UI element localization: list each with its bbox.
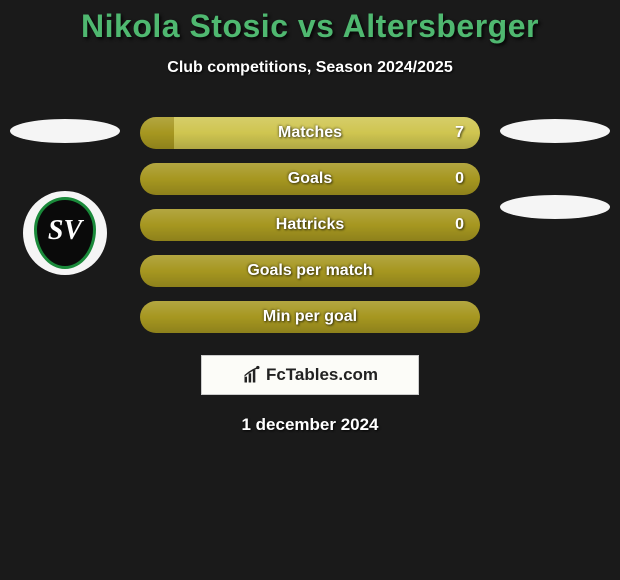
player2-club-pill xyxy=(500,195,610,219)
left-column: SV xyxy=(0,117,140,395)
stat-row: Matches 7 xyxy=(140,117,480,149)
logo-text: FcTables.com xyxy=(266,365,378,385)
player1-name-pill xyxy=(10,119,120,143)
stat-label: Goals per match xyxy=(247,262,372,280)
badge-text: SV xyxy=(48,215,82,247)
source-logo[interactable]: FcTables.com xyxy=(201,355,419,395)
stat-label: Hattricks xyxy=(276,216,344,234)
chart-icon xyxy=(242,365,262,385)
stat-label: Goals xyxy=(288,170,332,188)
player1-club-badge: SV xyxy=(23,191,107,275)
player2-name-pill xyxy=(500,119,610,143)
stat-label: Min per goal xyxy=(263,308,357,326)
stat-value: 7 xyxy=(455,124,464,142)
stat-row: Hattricks 0 xyxy=(140,209,480,241)
stat-value: 0 xyxy=(455,216,464,234)
stat-value: 0 xyxy=(455,170,464,188)
date-label: 1 december 2024 xyxy=(0,415,620,435)
content-row: SV Matches 7 Goals 0 Hattricks 0 Goals per mat… xyxy=(0,117,620,395)
badge-shield: SV xyxy=(34,197,96,269)
page-title: Nikola Stosic vs Altersberger xyxy=(0,0,620,45)
stats-column: Matches 7 Goals 0 Hattricks 0 Goals per match M… xyxy=(140,117,480,395)
comparison-widget: Nikola Stosic vs Altersberger Club compe… xyxy=(0,0,620,435)
bar-segment-left xyxy=(140,117,174,149)
subtitle: Club competitions, Season 2024/2025 xyxy=(0,59,620,77)
stat-row: Min per goal xyxy=(140,301,480,333)
stat-label: Matches xyxy=(278,124,342,142)
right-column xyxy=(480,117,620,395)
stat-row: Goals 0 xyxy=(140,163,480,195)
stat-row: Goals per match xyxy=(140,255,480,287)
